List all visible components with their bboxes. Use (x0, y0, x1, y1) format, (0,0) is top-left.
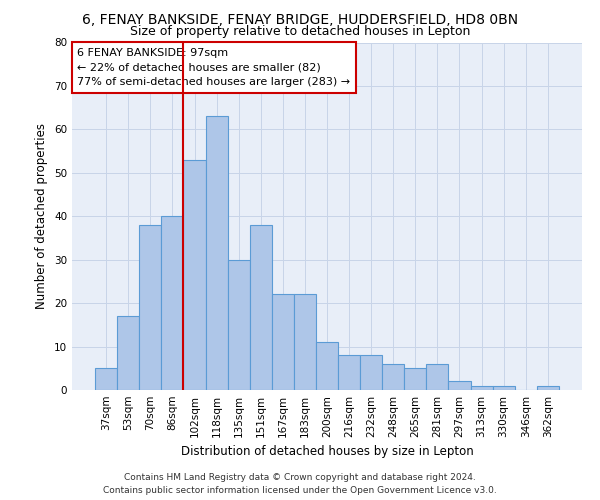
Text: Contains HM Land Registry data © Crown copyright and database right 2024.
Contai: Contains HM Land Registry data © Crown c… (103, 474, 497, 495)
Bar (404, 368, 427, 390)
X-axis label: Distribution of detached houses by size in Lepton: Distribution of detached houses by size … (181, 446, 473, 458)
Bar (427, 364, 448, 390)
Bar (117, 316, 139, 390)
Text: 6, FENAY BANKSIDE, FENAY BRIDGE, HUDDERSFIELD, HD8 0BN: 6, FENAY BANKSIDE, FENAY BRIDGE, HUDDERS… (82, 12, 518, 26)
Bar (360, 355, 382, 390)
Bar (227, 260, 250, 390)
Bar (316, 342, 338, 390)
Bar (139, 225, 161, 390)
Bar (250, 225, 272, 390)
Bar (537, 386, 559, 390)
Bar (95, 368, 117, 390)
Y-axis label: Number of detached properties: Number of detached properties (35, 123, 49, 309)
Bar (184, 160, 206, 390)
Text: 6 FENAY BANKSIDE: 97sqm
← 22% of detached houses are smaller (82)
77% of semi-de: 6 FENAY BANKSIDE: 97sqm ← 22% of detache… (77, 48, 350, 88)
Bar (493, 386, 515, 390)
Bar (338, 355, 360, 390)
Bar (272, 294, 294, 390)
Bar (161, 216, 184, 390)
Text: Size of property relative to detached houses in Lepton: Size of property relative to detached ho… (130, 25, 470, 38)
Bar (470, 386, 493, 390)
Bar (294, 294, 316, 390)
Bar (448, 382, 470, 390)
Bar (206, 116, 227, 390)
Bar (382, 364, 404, 390)
